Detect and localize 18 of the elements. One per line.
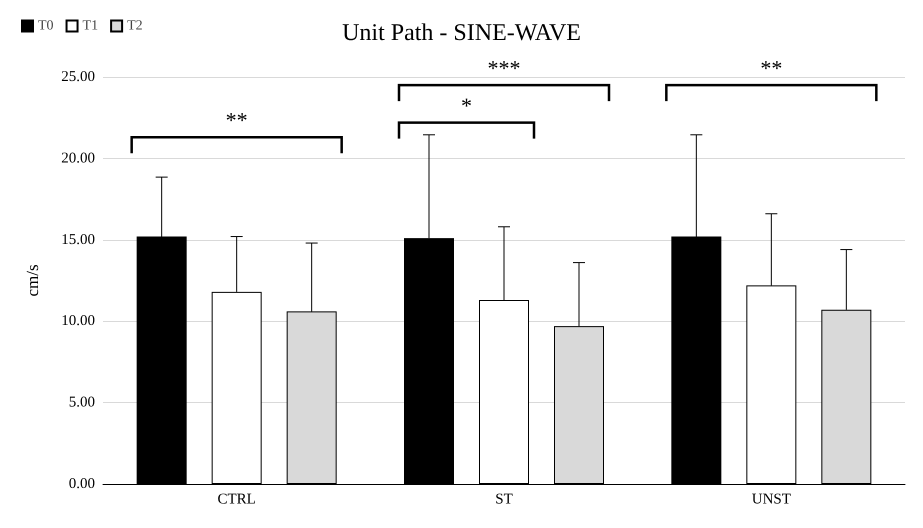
y-tick-label: 0.00 bbox=[68, 476, 95, 492]
x-tick-label: ST bbox=[495, 492, 513, 508]
y-tick-label: 5.00 bbox=[68, 394, 95, 411]
legend-label: T0 bbox=[38, 18, 54, 34]
annotation: * bbox=[461, 93, 472, 118]
y-tick-label: 15.00 bbox=[61, 232, 95, 248]
y-axis-title: cm/s bbox=[23, 264, 42, 297]
annotation: ** bbox=[760, 56, 782, 81]
legend-label: T1 bbox=[82, 18, 98, 34]
annotation: *** bbox=[488, 56, 520, 81]
y-tick-label: 20.00 bbox=[61, 150, 95, 166]
y-tick-label: 25.00 bbox=[61, 69, 95, 85]
annotation: ** bbox=[226, 108, 248, 133]
legend-label: T2 bbox=[127, 18, 143, 34]
x-tick-label: CTRL bbox=[217, 492, 256, 508]
x-tick-label: UNST bbox=[752, 492, 791, 508]
y-tick-label: 10.00 bbox=[61, 313, 95, 330]
chart-title: Unit Path - SINE-WAVE bbox=[342, 20, 581, 46]
